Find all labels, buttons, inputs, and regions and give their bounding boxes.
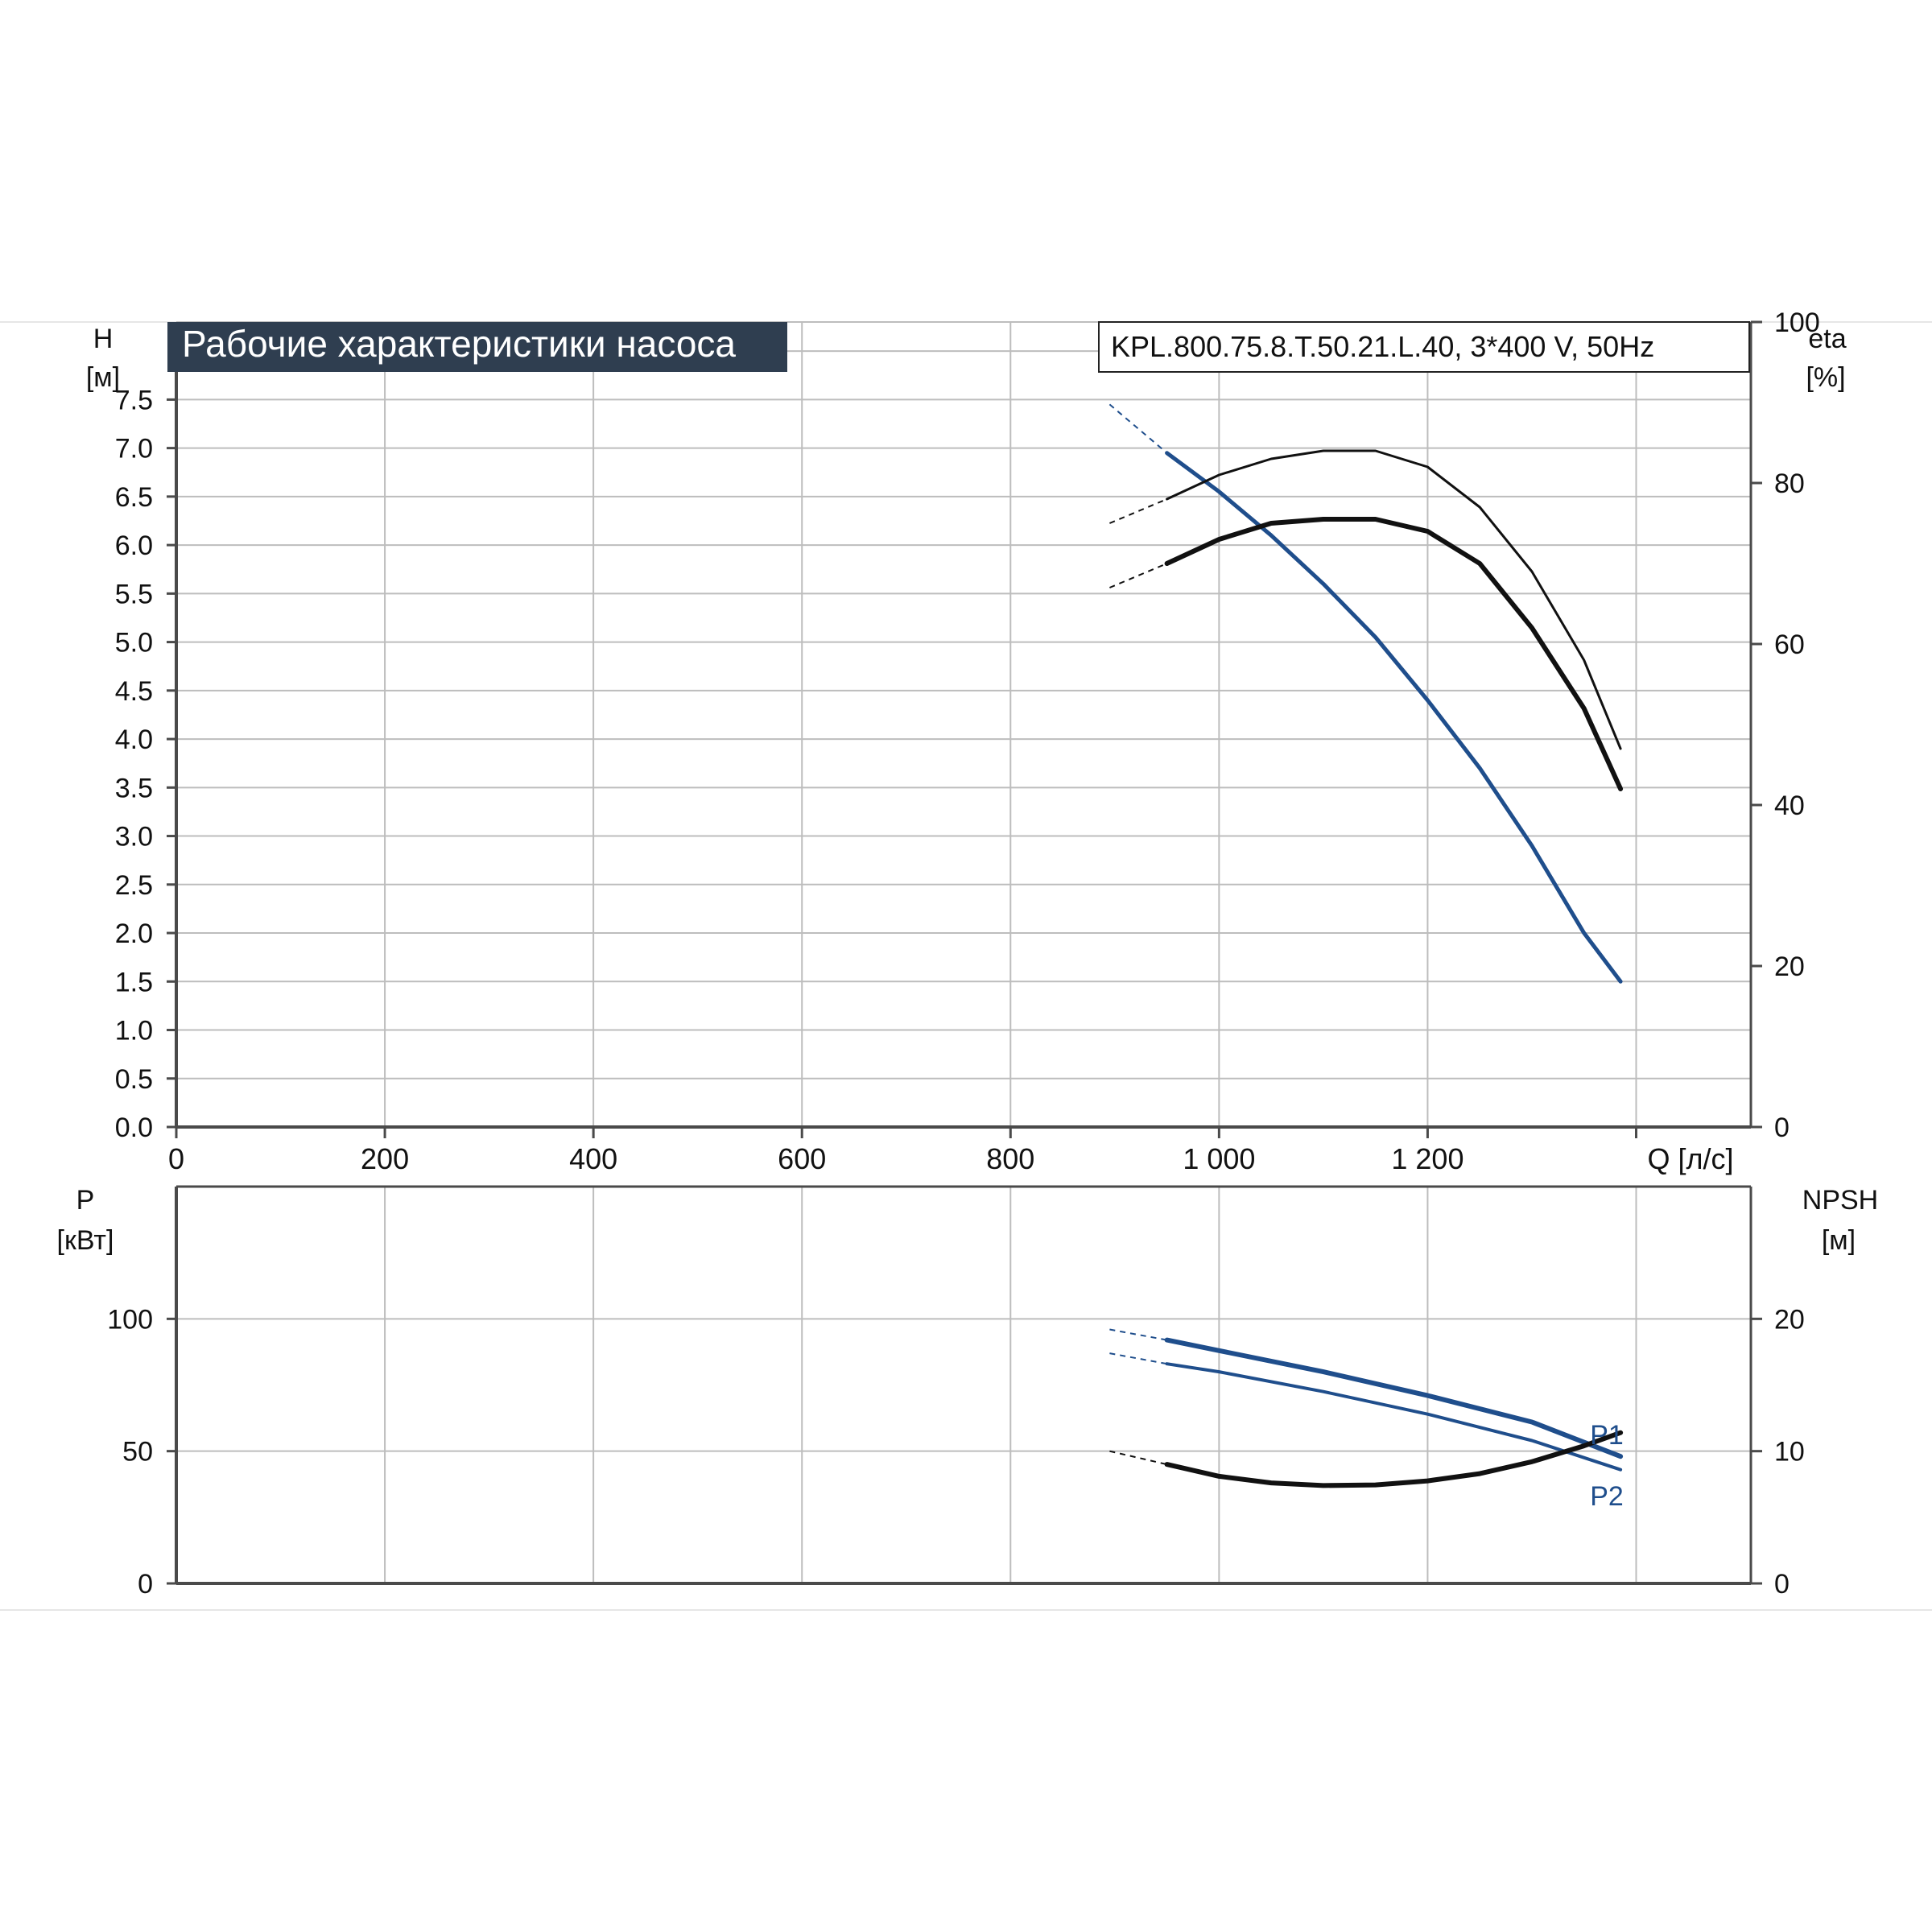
p-tick-label: 0 — [138, 1569, 153, 1600]
chart-title: Рабочие характеристики насоса — [182, 323, 736, 365]
x-tick-label: 1 000 — [1183, 1142, 1255, 1175]
y2-tick-label: 20 — [1774, 952, 1805, 982]
p1-extrapolation — [1109, 1328, 1167, 1341]
y-tick-label: 1.5 — [115, 967, 153, 997]
x-tick-label: 200 — [361, 1142, 409, 1175]
x-tick-label: 1 200 — [1391, 1142, 1463, 1175]
efficiency-2-curve — [1164, 517, 1624, 791]
head-extrapolation — [1108, 403, 1168, 454]
npsh-extrapolation — [1109, 1450, 1167, 1466]
p2-extrapolation — [1109, 1352, 1167, 1365]
power-npsh-series — [1109, 1328, 1624, 1488]
y-axis-label-symbol: H — [93, 324, 114, 354]
p1-curve — [1164, 1337, 1624, 1459]
x-tick-label: 600 — [778, 1142, 826, 1175]
y-tick-label: 0.0 — [115, 1113, 153, 1143]
y2-axis-label-unit: [%] — [1806, 362, 1845, 393]
power-npsh-grid — [175, 1185, 1752, 1585]
x-axis-label: Q [л/с] — [1647, 1142, 1733, 1175]
y-tick-label: 7.0 — [115, 434, 153, 464]
performance-chart: 0.0 0.5 1.0 1.5 2.0 2.5 3.0 3.5 4.0 4.5 5.0 5.5 6.0 6… — [86, 308, 1847, 1175]
y2-tick-label: 80 — [1774, 469, 1805, 499]
y-tick-label: 2.0 — [115, 919, 153, 949]
model-label: KPL.800.75.8.T.50.21.L.40, 3*400 V, 50Hz — [1111, 330, 1654, 363]
efficiency-2-extrapolation — [1109, 563, 1167, 588]
y2-tick-label: 0 — [1774, 1113, 1790, 1143]
title-banner — [167, 322, 787, 372]
y-tick-label: 4.0 — [115, 724, 153, 755]
p-tick-label: 50 — [122, 1437, 153, 1468]
y-tick-label: 5.0 — [115, 628, 153, 658]
y-tick-label: 1.0 — [115, 1016, 153, 1046]
y-tick-label: 0.5 — [115, 1064, 153, 1095]
y-tick-label: 6.5 — [115, 482, 153, 513]
performance-tick-labels: 0.0 0.5 1.0 1.5 2.0 2.5 3.0 3.5 4.0 4.5 5.0 5.5 6.0 6… — [115, 308, 1820, 1175]
model-box — [1098, 321, 1750, 373]
x-tick-label: 800 — [986, 1142, 1034, 1175]
performance-grid — [175, 321, 1752, 1138]
x-tick-label: 400 — [569, 1142, 617, 1175]
y-tick-label: 5.5 — [115, 579, 153, 609]
y2-axis-label-symbol: eta — [1808, 324, 1846, 354]
y2-tick-label: 100 — [1774, 308, 1820, 338]
npsh-axis-label-symbol: NPSH — [1802, 1185, 1878, 1216]
x-tick-label: 0 — [168, 1142, 184, 1175]
p1-series-label: P1 — [1590, 1420, 1624, 1451]
y-tick-label: 3.0 — [115, 822, 153, 852]
y-tick-label: 7.5 — [115, 385, 153, 415]
power-npsh-tick-labels: 0 50 100 0 10 20 — [107, 1304, 1805, 1600]
efficiency-1-extrapolation — [1109, 498, 1167, 524]
npsh-axis-label-unit: [м] — [1822, 1225, 1856, 1256]
y-tick-label: 2.5 — [115, 870, 153, 901]
npsh-tick-label: 0 — [1774, 1569, 1790, 1600]
performance-series — [1108, 403, 1624, 984]
power-npsh-chart: 0 50 100 0 10 20 P [кВт] NPSH [м] P1 P2 — [57, 1185, 1879, 1600]
p-axis-label-symbol: P — [76, 1185, 95, 1216]
npsh-tick-label: 10 — [1774, 1437, 1805, 1468]
p2-series-label: P2 — [1590, 1481, 1624, 1512]
p2-curve — [1165, 1362, 1623, 1472]
y-tick-label: 4.5 — [115, 676, 153, 707]
p-tick-label: 100 — [107, 1304, 153, 1335]
y-axis-label-unit: [м] — [86, 362, 120, 393]
y-tick-label: 6.0 — [115, 530, 153, 561]
npsh-tick-label: 20 — [1774, 1304, 1805, 1335]
head-curve — [1165, 451, 1623, 984]
y-tick-label: 3.5 — [115, 773, 153, 803]
y2-tick-label: 60 — [1774, 630, 1805, 660]
npsh-curve — [1164, 1430, 1624, 1488]
p-axis-label-unit: [кВт] — [57, 1225, 114, 1256]
efficiency-1-curve — [1166, 449, 1622, 750]
y2-tick-label: 40 — [1774, 791, 1805, 821]
